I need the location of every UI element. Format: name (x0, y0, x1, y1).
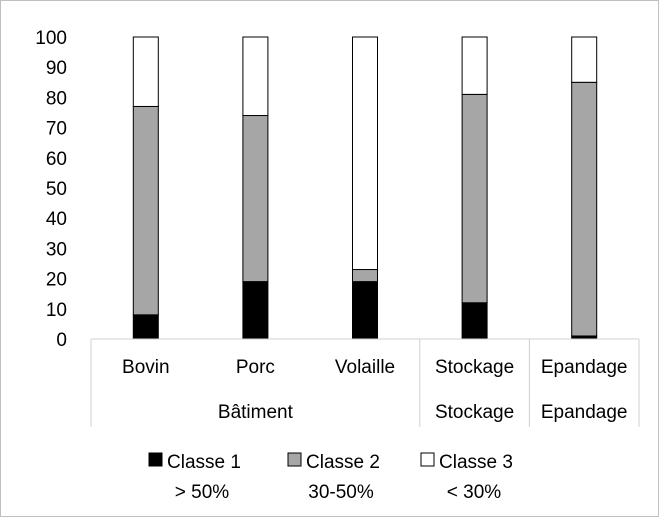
bar-segment-volaille-series-1 (352, 281, 378, 340)
legend-sublabel: < 30% (447, 482, 502, 503)
bar-segment-porc-series-2 (242, 115, 269, 283)
x-category-label: Stockage (435, 357, 514, 378)
bar-segment-volaille-series-2 (352, 269, 378, 283)
legend-swatch-series-2 (287, 452, 302, 467)
x-category-label: Bovin (122, 357, 170, 378)
legend-label: Classe 2 (306, 452, 380, 473)
y-tick-label: 80 (46, 88, 67, 109)
x-group-label: Bâtiment (218, 402, 294, 423)
bar-segment-stockage-series-1 (461, 302, 488, 340)
legend-label: Classe 3 (439, 452, 513, 473)
x-category-label: Porc (236, 357, 275, 378)
bar-stacks (132, 36, 598, 340)
y-tick-label: 30 (46, 239, 67, 260)
x-group-label: Stockage (435, 402, 514, 423)
legend-sublabel: > 50% (175, 482, 230, 503)
y-tick-label: 60 (46, 149, 67, 170)
bar-segment-porc-series-1 (242, 281, 269, 340)
bar-segment-epandage-series-3 (571, 36, 598, 83)
bar-segment-stockage-series-3 (461, 36, 488, 95)
y-tick-label: 100 (35, 28, 67, 49)
bar-segment-bovin-series-2 (132, 105, 159, 316)
y-tick-label: 0 (56, 330, 67, 351)
x-category-label: Volaille (335, 357, 395, 378)
legend-swatch-series-1 (148, 452, 163, 467)
bar-segment-epandage-series-2 (571, 81, 598, 337)
bar-segment-porc-series-3 (242, 36, 269, 117)
x-category-label: Epandage (541, 357, 628, 378)
y-axis-tick-labels: 0 10 20 30 40 50 60 70 80 90 100 (35, 28, 67, 351)
y-tick-label: 40 (46, 209, 67, 230)
legend-swatch-series-3 (420, 452, 435, 467)
y-tick-label: 50 (46, 179, 67, 200)
legend-label: Classe 1 (167, 452, 241, 473)
legend-sublabel: 30-50% (308, 482, 374, 503)
x-group-label: Epandage (541, 402, 628, 423)
y-tick-label: 70 (46, 119, 67, 140)
legend: Classe 1 > 50% Classe 2 30-50% Classe 3 < 30% (148, 452, 513, 503)
bar-segment-bovin-series-3 (132, 36, 159, 107)
y-tick-label: 20 (46, 270, 67, 291)
bar-segment-bovin-series-1 (132, 314, 159, 340)
bar-segment-volaille-series-3 (352, 36, 378, 271)
bar-segment-stockage-series-2 (461, 93, 488, 304)
x-axis: Bovin Porc Volaille Stockage Epandage Bâtimen… (90, 338, 640, 427)
y-tick-label: 90 (46, 58, 67, 79)
y-tick-label: 10 (46, 300, 67, 321)
